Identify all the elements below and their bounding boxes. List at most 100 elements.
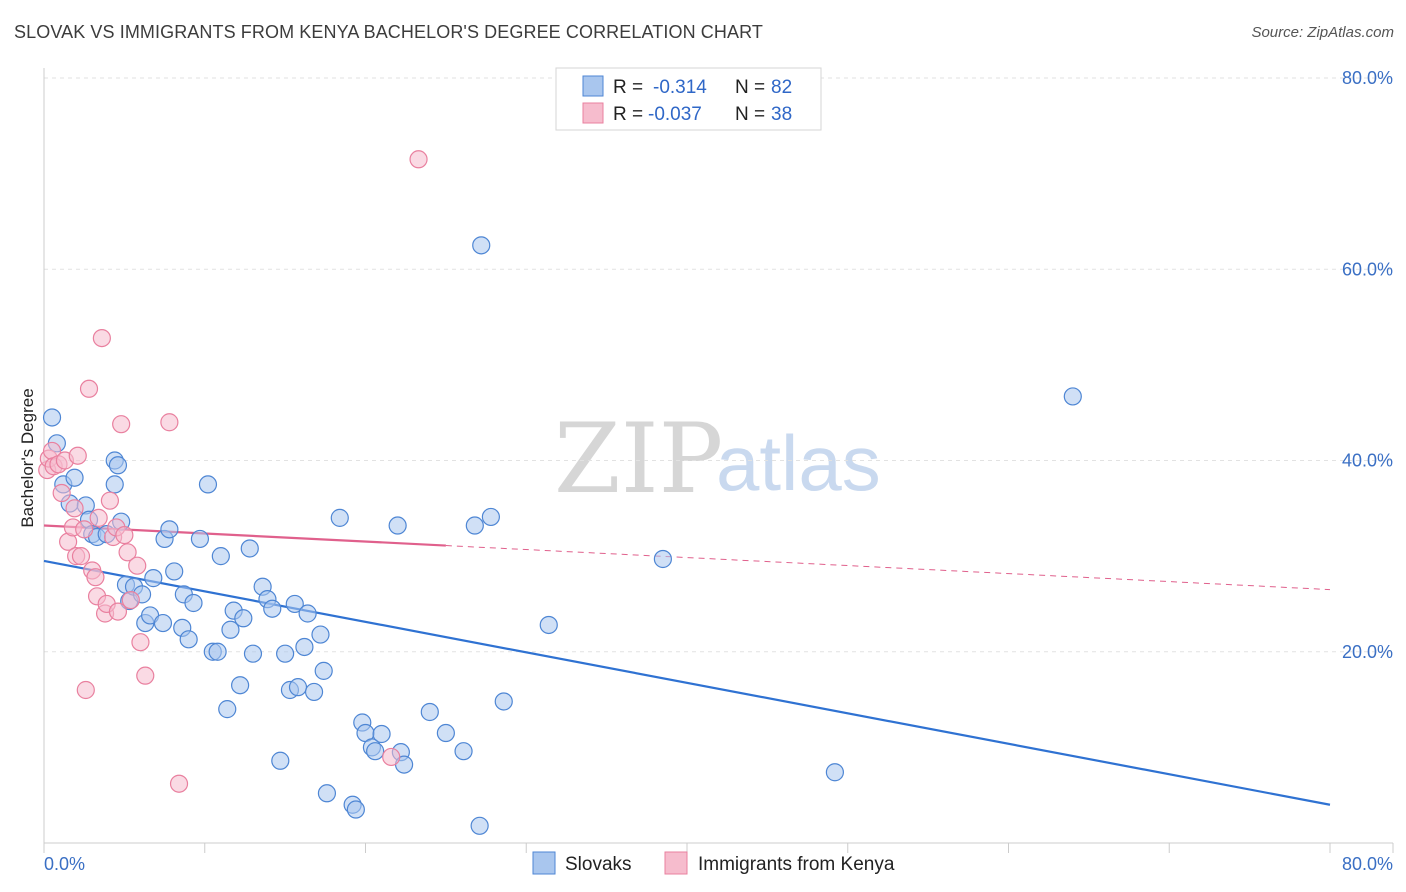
watermark: ZIP atlas bbox=[554, 403, 881, 515]
kenya-point-11 bbox=[68, 446, 87, 465]
slovaks-point-38 bbox=[234, 609, 253, 628]
legend-r-label-1: R = bbox=[613, 77, 643, 98]
data-points bbox=[38, 150, 1082, 835]
kenya-point-29 bbox=[121, 591, 140, 610]
y-axis-labels: 20.0% 40.0% 60.0% 80.0% bbox=[1342, 68, 1393, 662]
slovaks-point-34 bbox=[218, 700, 237, 719]
slovaks-point-53 bbox=[314, 661, 333, 680]
slovaks-point-61 bbox=[366, 742, 385, 761]
slovaks-point-75 bbox=[653, 549, 672, 569]
kenya-point-35 bbox=[382, 747, 401, 767]
slovaks-point-54 bbox=[317, 784, 337, 803]
watermark-atlas: atlas bbox=[716, 419, 881, 507]
watermark-zip: ZIP bbox=[554, 403, 723, 515]
kenya-point-27 bbox=[115, 525, 134, 545]
kenya-point-28 bbox=[118, 543, 137, 562]
y-tick-label-40: 40.0% bbox=[1342, 451, 1393, 471]
slovaks-point-45 bbox=[276, 644, 295, 663]
trend-lines bbox=[43, 524, 1331, 806]
legend-swatch-slovaks bbox=[582, 75, 604, 97]
kenya-point-9 bbox=[65, 499, 84, 518]
kenya-point-19 bbox=[89, 508, 108, 527]
kenya-point-20 bbox=[92, 329, 111, 348]
slovaks-point-0 bbox=[42, 408, 62, 427]
kenya-point-5 bbox=[52, 483, 71, 503]
slovaks-point-71 bbox=[481, 507, 500, 527]
kenya-point-30 bbox=[128, 556, 147, 575]
kenya-point-15 bbox=[79, 379, 99, 398]
slovaks-point-77 bbox=[1063, 387, 1082, 406]
slovaks-point-35 bbox=[221, 620, 240, 639]
kenya-point-14 bbox=[76, 680, 95, 700]
trend-line-0 bbox=[43, 559, 1331, 806]
chart-title: SLOVAK VS IMMIGRANTS FROM KENYA BACHELOR… bbox=[14, 22, 763, 42]
kenya-point-33 bbox=[160, 413, 179, 432]
slovaks-point-51 bbox=[304, 682, 324, 702]
x-axis-ticks bbox=[43, 843, 1394, 853]
kenya-point-13 bbox=[75, 520, 94, 539]
slovaks-point-32 bbox=[208, 642, 227, 661]
slovaks-point-30 bbox=[198, 475, 218, 494]
source-credit: Source: ZipAtlas.com bbox=[1251, 24, 1394, 41]
slovaks-point-40 bbox=[243, 644, 263, 663]
bottom-legend-swatch-kenya bbox=[664, 851, 688, 875]
legend-r-label-2: R = bbox=[613, 104, 643, 125]
kenya-point-32 bbox=[136, 666, 155, 685]
slovaks-point-66 bbox=[420, 702, 439, 722]
slovaks-point-29 bbox=[190, 529, 210, 549]
slovaks-point-50 bbox=[298, 604, 317, 623]
slovaks-point-20 bbox=[144, 569, 163, 588]
slovaks-point-23 bbox=[160, 520, 179, 539]
kenya-point-25 bbox=[108, 602, 128, 621]
slovaks-point-67 bbox=[436, 723, 455, 743]
slovaks-point-4 bbox=[65, 468, 84, 487]
kenya-point-26 bbox=[112, 415, 131, 434]
legend-n-value-1: 82 bbox=[771, 77, 792, 98]
slovaks-point-43 bbox=[263, 599, 282, 618]
kenya-point-17 bbox=[86, 568, 105, 587]
y-axis-title: Bachelor's Degree bbox=[18, 388, 37, 527]
slovaks-point-68 bbox=[454, 742, 473, 761]
slovaks-point-48 bbox=[288, 678, 308, 697]
slovaks-point-44 bbox=[271, 751, 290, 770]
kenya-point-34 bbox=[169, 774, 189, 793]
slovaks-point-24 bbox=[165, 562, 184, 581]
slovaks-point-74 bbox=[539, 615, 558, 635]
slovaks-point-76 bbox=[825, 763, 844, 782]
slovaks-point-33 bbox=[211, 547, 230, 566]
legend-r-value-2: -0.037 bbox=[648, 104, 702, 125]
slovaks-point-55 bbox=[330, 508, 349, 527]
kenya-point-37 bbox=[100, 491, 120, 510]
slovaks-point-70 bbox=[470, 816, 489, 835]
kenya-point-12 bbox=[71, 547, 91, 566]
y-tick-label-80: 80.0% bbox=[1342, 68, 1393, 88]
trend-line-dashed-1 bbox=[445, 545, 1331, 591]
slovaks-point-39 bbox=[240, 539, 259, 558]
legend-n-label-1: N = bbox=[735, 77, 765, 98]
legend-swatch-kenya bbox=[582, 102, 604, 124]
slovaks-point-62 bbox=[372, 724, 391, 744]
slovaks-point-49 bbox=[295, 637, 314, 657]
slovaks-point-52 bbox=[311, 625, 330, 644]
legend-n-value-2: 38 bbox=[771, 104, 792, 125]
kenya-point-31 bbox=[131, 633, 150, 652]
y-tick-label-20: 20.0% bbox=[1342, 642, 1393, 662]
slovaks-point-47 bbox=[285, 594, 304, 614]
y-tick-label-60: 60.0% bbox=[1342, 259, 1393, 279]
x-tick-label-min: 0.0% bbox=[44, 854, 85, 874]
slovaks-point-27 bbox=[179, 630, 198, 649]
correlation-legend: R = -0.314 N = 82 R = -0.037 N = 38 bbox=[555, 67, 822, 131]
bottom-legend-swatch-slovaks bbox=[532, 851, 556, 875]
bottom-legend-label-kenya: Immigrants from Kenya bbox=[698, 854, 895, 875]
slovaks-point-28 bbox=[184, 593, 203, 613]
series-legend: Slovaks Immigrants from Kenya bbox=[532, 851, 895, 875]
slovaks-point-21 bbox=[153, 613, 173, 633]
slovaks-point-37 bbox=[231, 676, 250, 695]
slovaks-point-63 bbox=[388, 516, 407, 535]
slovaks-point-57 bbox=[346, 800, 365, 819]
slovaks-point-73 bbox=[494, 692, 513, 711]
slovaks-point-72 bbox=[472, 236, 491, 255]
slovaks-point-69 bbox=[465, 516, 484, 535]
bottom-legend-label-slovaks: Slovaks bbox=[565, 854, 632, 875]
